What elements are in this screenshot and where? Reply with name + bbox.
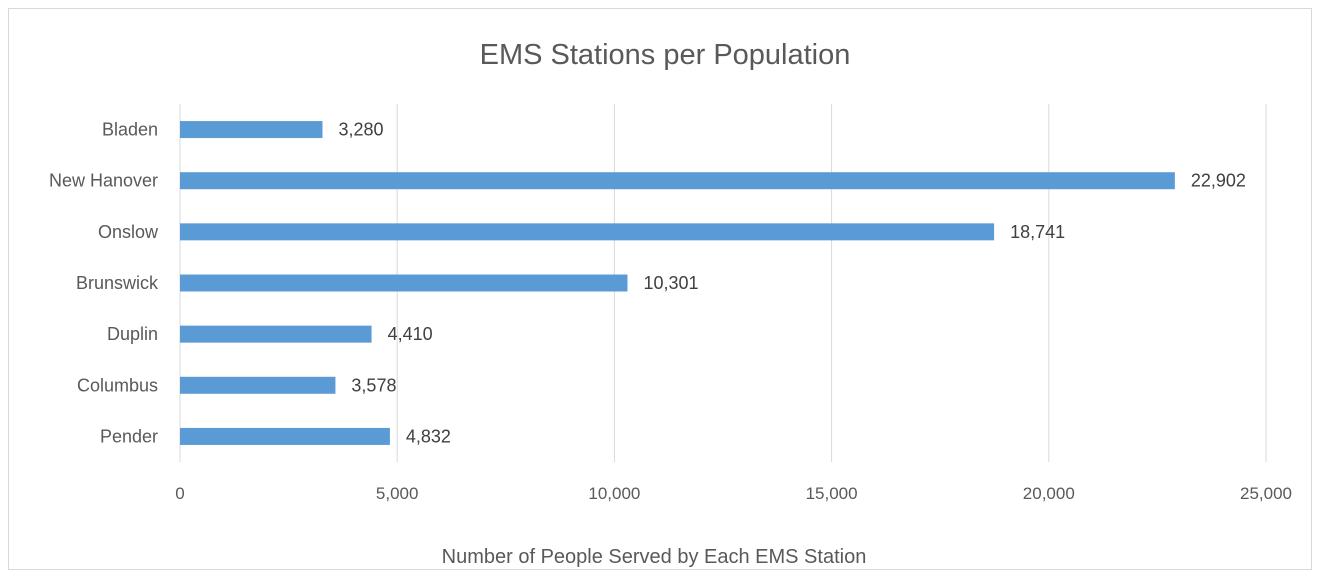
data-label-4: 4,410	[388, 324, 433, 344]
grid-lines	[179, 104, 1267, 462]
data-label-6: 4,832	[406, 426, 451, 446]
category-label-2: Onslow	[98, 222, 159, 242]
category-label-6: Pender	[100, 426, 158, 446]
x-tick-label-1: 5,000	[376, 484, 419, 503]
category-label-1: New Hanover	[49, 171, 158, 191]
data-label-0: 3,280	[338, 120, 383, 140]
data-label-2: 18,741	[1010, 222, 1065, 242]
category-label-0: Bladen	[102, 120, 158, 140]
bar-1	[180, 172, 1175, 190]
category-labels: Bladen New Hanover Onslow Brunswick Duplin Co…	[49, 120, 159, 447]
bar-6	[180, 427, 390, 445]
bar-5	[180, 376, 336, 394]
x-tick-label-3: 15,000	[806, 484, 858, 503]
x-tick-label-4: 20,000	[1023, 484, 1075, 503]
chart-title: EMS Stations per Population	[480, 39, 851, 71]
bar-0	[180, 121, 323, 139]
x-tick-label-0: 0	[175, 484, 184, 503]
bar-4	[180, 325, 372, 343]
bars: 3,280 22,902 18,741 10,301 4,410 3,578 4,832	[180, 120, 1246, 446]
bar-2	[180, 223, 995, 241]
data-label-5: 3,578	[351, 375, 396, 395]
data-label-1: 22,902	[1191, 171, 1246, 191]
x-tick-label-2: 10,000	[588, 484, 640, 503]
x-tick-label-5: 25,000	[1240, 484, 1292, 503]
data-label-3: 10,301	[643, 273, 698, 293]
x-axis-title: Number of People Served by Each EMS Stat…	[442, 546, 867, 568]
category-label-5: Columbus	[77, 375, 158, 395]
bar-3	[180, 274, 628, 292]
category-label-4: Duplin	[107, 324, 158, 344]
x-tick-labels: 0 5,000 10,000 15,000 20,000 25,000	[175, 484, 1292, 503]
category-label-3: Brunswick	[76, 273, 159, 293]
